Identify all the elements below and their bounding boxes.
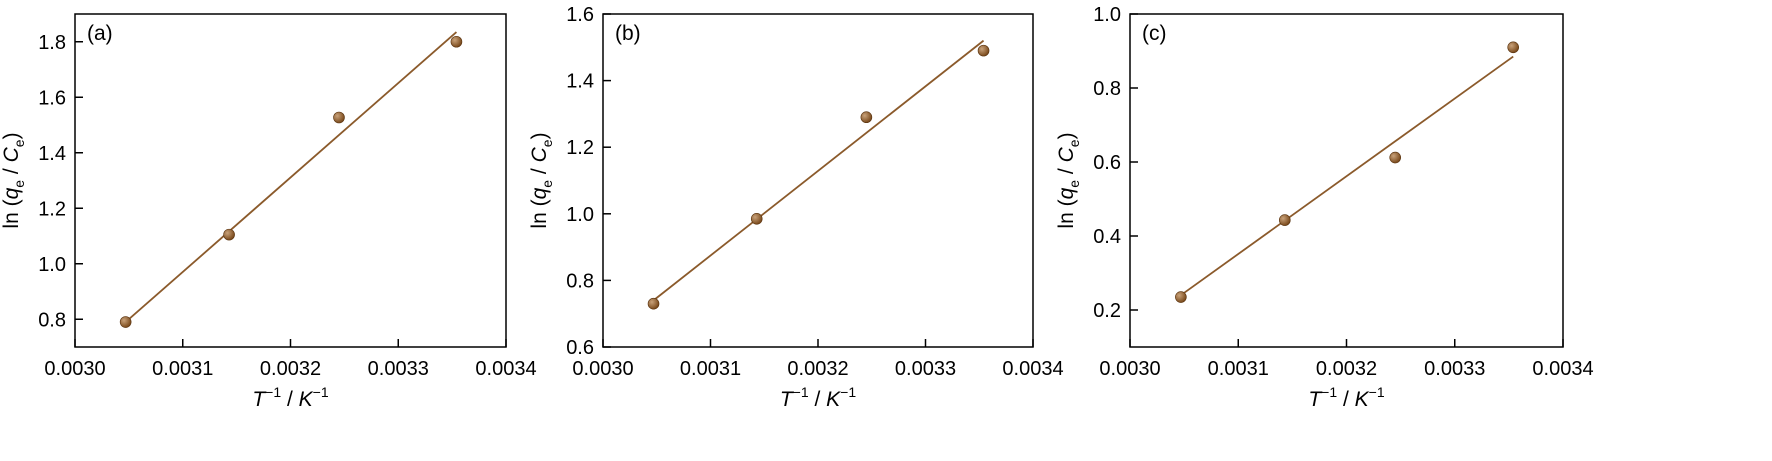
data-point <box>1389 151 1402 164</box>
data-point <box>1175 291 1187 303</box>
y-tick-label: 1.0 <box>1093 4 1121 26</box>
y-tick-label: 0.8 <box>566 270 594 292</box>
data-point <box>647 297 660 310</box>
x-tick-label: 0.0033 <box>368 358 429 380</box>
y-tick-label: 0.8 <box>38 309 66 331</box>
data-point <box>223 228 235 241</box>
y-tick-label: 0.6 <box>566 337 594 359</box>
data-point <box>1278 214 1291 226</box>
fit-line <box>652 39 985 302</box>
y-tick-label: 0.2 <box>1093 300 1121 322</box>
fit-line <box>1180 55 1514 296</box>
data-point <box>450 35 463 48</box>
x-tick-label: 0.0034 <box>1002 358 1063 380</box>
x-axis-label: T−1 / K−1 <box>1308 384 1385 411</box>
panel-label: (b) <box>615 22 641 45</box>
x-tick-label: 0.0032 <box>787 358 848 380</box>
fit-line <box>125 31 458 323</box>
y-tick-label: 1.0 <box>38 254 66 276</box>
y-tick-label: 1.2 <box>566 137 594 159</box>
x-tick-label: 0.0031 <box>680 358 741 380</box>
chart-panel-a: 0.0030 0.0031 0.0032 0.0033 0.0034 0.8 1.0 1.2 1… <box>0 13 537 411</box>
panel-label: (a) <box>87 22 113 45</box>
plot-frame <box>1129 13 1564 348</box>
y-tick-label: 0.8 <box>1093 78 1121 100</box>
x-tick-label: 0.0032 <box>1316 358 1377 380</box>
x-tick-label: 0.0030 <box>1099 358 1160 380</box>
x-tick-label: 0.0030 <box>572 358 633 380</box>
data-point <box>750 212 763 225</box>
data-point <box>119 316 132 328</box>
y-tick-label: 1.8 <box>38 32 66 54</box>
y-tick-label: 0.6 <box>1093 152 1121 174</box>
x-tick-label: 0.0033 <box>895 358 956 380</box>
y-tick-label: 1.6 <box>38 87 66 109</box>
y-tick-label: 1.2 <box>38 198 66 220</box>
panel-label: (c) <box>1142 22 1167 45</box>
data-point <box>860 111 873 124</box>
y-axis-label: ln (qe / Ce) <box>528 132 555 228</box>
data-point <box>333 111 345 124</box>
x-tick-label: 0.0033 <box>1424 358 1485 380</box>
x-axis-label: T−1 / K−1 <box>780 384 857 411</box>
y-axis-label: ln (qe / Ce) <box>0 132 27 228</box>
x-axis-label: T−1 / K−1 <box>252 384 329 411</box>
x-tick-label: 0.0032 <box>260 358 321 380</box>
x-tick-label: 0.0034 <box>1532 358 1593 380</box>
y-tick-label: 0.4 <box>1093 226 1121 248</box>
plot-frame <box>74 13 507 348</box>
y-tick-label: 1.6 <box>566 4 594 26</box>
chart-panel-b: 0.0030 0.0031 0.0032 0.0033 0.0034 0.6 0.8 1.0 1… <box>528 4 1064 411</box>
chart-panel-c: 0.0030 0.0031 0.0032 0.0033 0.0034 0.2 0.4 0.6 0… <box>1055 4 1594 411</box>
data-point <box>977 44 990 57</box>
y-tick-label: 1.0 <box>566 204 594 226</box>
plot-frame <box>602 13 1034 348</box>
x-tick-label: 0.0031 <box>152 358 213 380</box>
y-tick-label: 1.4 <box>38 143 66 165</box>
x-tick-label: 0.0031 <box>1208 358 1269 380</box>
y-axis-label: ln (qe / Ce) <box>1055 132 1082 228</box>
data-point <box>1507 41 1520 54</box>
x-tick-label: 0.0034 <box>475 358 536 380</box>
y-tick-label: 1.4 <box>566 71 594 93</box>
x-tick-label: 0.0030 <box>44 358 105 380</box>
